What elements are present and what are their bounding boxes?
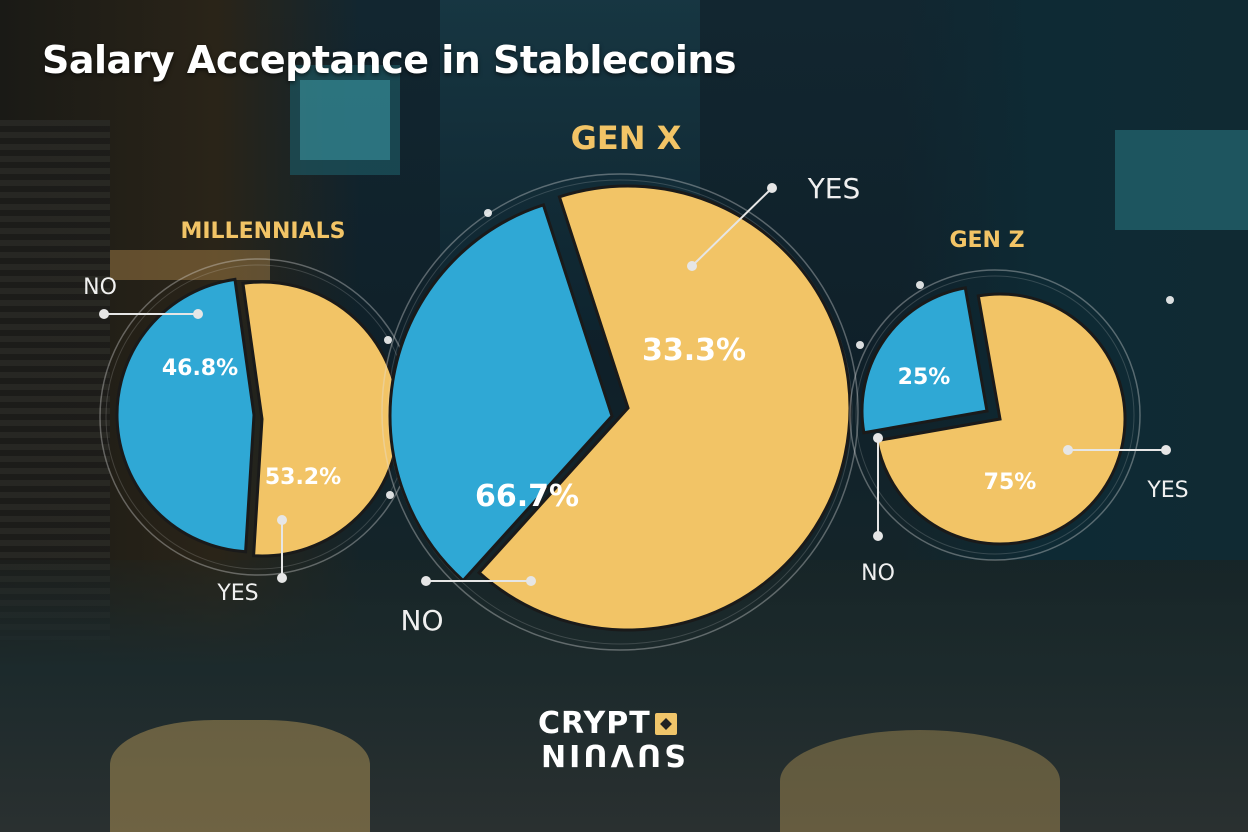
logo-text-bottom: SUVUIN — [538, 737, 686, 772]
gen-z-no-leader-dot-b — [873, 531, 883, 541]
gen-z-yes-percent-label: 75% — [984, 470, 1037, 495]
gen-z-no-percent-label: 25% — [898, 365, 951, 390]
gen-z-ring — [849, 269, 1141, 561]
millennials-yes-leader-dot-a — [277, 515, 287, 525]
sparkle-dot-1 — [484, 209, 492, 217]
gen-z-title: GEN Z — [949, 228, 1024, 253]
millennials-no-leader-dot-b — [193, 309, 203, 319]
sparkle-dot-4 — [916, 281, 924, 289]
logo-text-top: CRYPT — [538, 706, 651, 741]
sparkle-dot-2 — [856, 341, 864, 349]
gen-z-slice-no — [860, 286, 989, 435]
gen-x-no-leader-dot-b — [526, 576, 536, 586]
gen-x-slice-yes — [476, 184, 852, 632]
gen-x-slice-no — [388, 202, 614, 583]
gen-z-ring-inner — [855, 275, 1135, 555]
millennials-yes-category-label: YES — [216, 581, 258, 606]
gen-x-no-leader-dot-a — [421, 576, 431, 586]
gen-x-yes-leader-dot-b — [767, 183, 777, 193]
sparkle-dot-3 — [386, 491, 394, 499]
millennials-slice-no — [115, 277, 256, 554]
sparkle-dot-0 — [384, 336, 392, 344]
gen-z-no-leader-dot-a — [873, 433, 883, 443]
millennials-no-percent-label: 46.8% — [162, 356, 238, 381]
gen-x-ring-inner — [387, 179, 853, 645]
gen-x-no-percent-label: 33.3% — [642, 333, 746, 368]
gen-x-yes-category-label: YES — [807, 172, 861, 205]
sparkle-dot-5 — [1166, 296, 1174, 304]
millennials-title: MILLENNIALS — [180, 219, 345, 244]
millennials-slice-yes — [241, 280, 401, 558]
millennials-yes-percent-label: 53.2% — [265, 465, 341, 490]
chart-title: Salary Acceptance in Stablecoins — [42, 38, 737, 82]
gen-z-no-category-label: NO — [861, 561, 895, 586]
gen-x-no-category-label: NO — [401, 604, 444, 637]
gen-z-slice-yes — [875, 292, 1127, 546]
gen-x-ring — [381, 173, 859, 651]
gen-z-yes-leader-dot-b — [1161, 445, 1171, 455]
gen-z-yes-category-label: YES — [1146, 478, 1188, 503]
gen-z-yes-leader-dot-a — [1063, 445, 1073, 455]
crypto-ninjas-logo: CRYPT SUVUIN — [538, 706, 728, 786]
gen-x-yes-leader-dot-a — [687, 261, 697, 271]
logo-mark-icon — [654, 712, 677, 735]
millennials-yes-leader-dot-b — [277, 573, 287, 583]
millennials-no-category-label: NO — [83, 275, 117, 300]
millennials-no-leader-dot-a — [99, 309, 109, 319]
gen-x-yes-leader — [691, 187, 773, 267]
gen-x-title: GEN X — [571, 119, 682, 157]
gen-x-yes-percent-label: 66.7% — [475, 479, 579, 514]
